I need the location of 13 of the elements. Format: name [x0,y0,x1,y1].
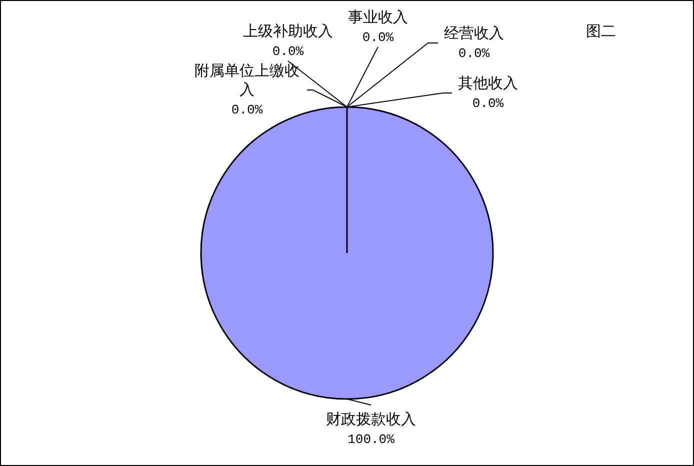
category-label: 事业收入 [348,8,408,26]
category-label: 其他收入 [458,74,518,92]
category-label: 附属单位上缴收入 [194,62,300,98]
text: 0.0% [472,96,504,111]
text: 0.0% [231,102,263,118]
slice-label: 财政拨款收入 [326,410,416,428]
text: 0.0% [362,30,394,45]
data-label: 100.0% [348,432,395,447]
category-label: 上级补助收入 [243,22,333,40]
text: 图二 [585,21,617,41]
text: 0.0% [272,44,304,59]
category-label: 经营收入 [444,24,504,42]
text: 0.0% [458,46,490,61]
